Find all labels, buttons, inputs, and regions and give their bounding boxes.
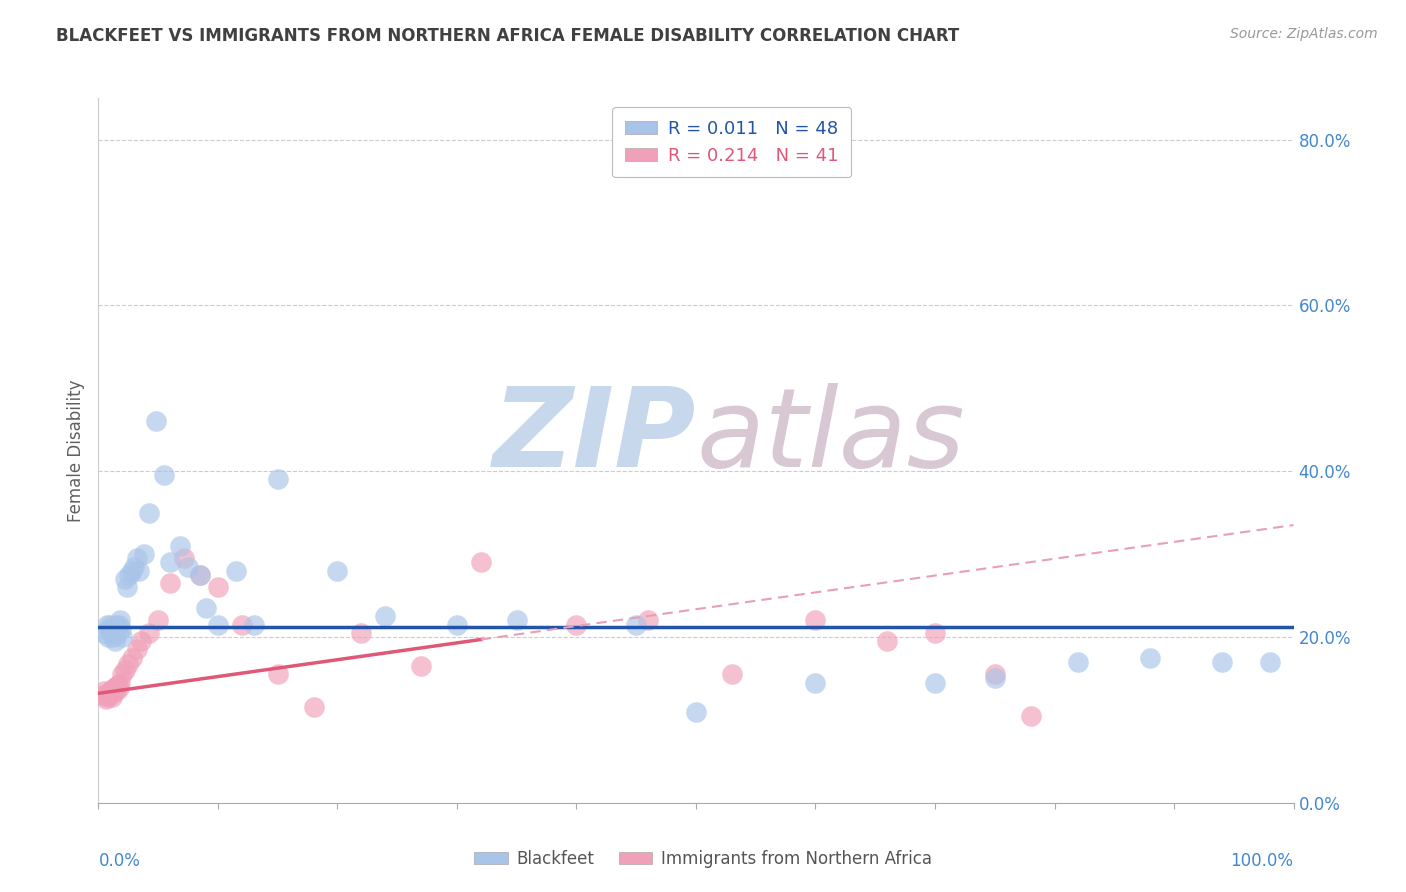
- Text: Source: ZipAtlas.com: Source: ZipAtlas.com: [1230, 27, 1378, 41]
- Point: [924, 625, 946, 640]
- Point: [96, 690, 118, 704]
- Point: [138, 506, 160, 520]
- Point: [1139, 650, 1161, 665]
- Point: [350, 625, 373, 640]
- Point: [101, 630, 124, 644]
- Point: [169, 539, 191, 553]
- Point: [114, 663, 136, 677]
- Point: [1211, 655, 1233, 669]
- Point: [685, 705, 707, 719]
- Point: [103, 681, 125, 696]
- Point: [121, 564, 143, 578]
- Point: [110, 622, 132, 636]
- Point: [103, 622, 125, 636]
- Legend: R = 0.011   N = 48, R = 0.214   N = 41: R = 0.011 N = 48, R = 0.214 N = 41: [612, 107, 852, 178]
- Point: [243, 617, 266, 632]
- Point: [148, 614, 170, 628]
- Point: [98, 622, 121, 636]
- Point: [107, 625, 129, 640]
- Point: [108, 614, 131, 628]
- Text: ZIP: ZIP: [492, 383, 696, 490]
- Point: [111, 667, 134, 681]
- Point: [124, 559, 146, 574]
- Point: [97, 686, 120, 700]
- Point: [207, 617, 229, 632]
- Point: [626, 617, 648, 632]
- Point: [804, 614, 827, 628]
- Point: [104, 680, 127, 694]
- Text: 0.0%: 0.0%: [98, 852, 141, 870]
- Text: BLACKFEET VS IMMIGRANTS FROM NORTHERN AFRICA FEMALE DISABILITY CORRELATION CHART: BLACKFEET VS IMMIGRANTS FROM NORTHERN AF…: [56, 27, 959, 45]
- Point: [98, 617, 122, 632]
- Point: [470, 555, 492, 569]
- Point: [93, 684, 115, 698]
- Point: [98, 684, 122, 698]
- Point: [128, 564, 150, 578]
- Point: [100, 690, 122, 704]
- Point: [637, 614, 659, 628]
- Point: [108, 675, 131, 690]
- Point: [374, 609, 396, 624]
- Point: [153, 468, 176, 483]
- Y-axis label: Female Disability: Female Disability: [66, 379, 84, 522]
- Point: [231, 617, 253, 632]
- Point: [131, 634, 153, 648]
- Point: [984, 672, 1007, 686]
- Point: [267, 473, 290, 487]
- Point: [94, 692, 117, 706]
- Point: [145, 414, 167, 428]
- Point: [104, 634, 127, 648]
- Point: [125, 551, 148, 566]
- Point: [876, 634, 898, 648]
- Point: [101, 685, 124, 699]
- Point: [107, 678, 129, 692]
- Point: [159, 576, 181, 591]
- Point: [98, 688, 121, 702]
- Point: [506, 614, 529, 628]
- Point: [302, 700, 325, 714]
- Point: [121, 650, 143, 665]
- Point: [267, 667, 290, 681]
- Point: [100, 625, 122, 640]
- Point: [97, 630, 120, 644]
- Point: [1067, 655, 1090, 669]
- Point: [446, 617, 468, 632]
- Point: [111, 630, 134, 644]
- Point: [924, 675, 946, 690]
- Text: atlas: atlas: [696, 383, 965, 490]
- Point: [96, 617, 118, 632]
- Point: [225, 564, 247, 578]
- Point: [114, 572, 136, 586]
- Point: [984, 667, 1007, 681]
- Point: [105, 684, 128, 698]
- Point: [115, 580, 138, 594]
- Point: [326, 564, 349, 578]
- Legend: Blackfeet, Immigrants from Northern Africa: Blackfeet, Immigrants from Northern Afri…: [468, 844, 938, 875]
- Point: [118, 567, 141, 582]
- Point: [159, 555, 181, 569]
- Point: [107, 681, 129, 696]
- Point: [132, 547, 155, 561]
- Point: [125, 642, 148, 657]
- Point: [173, 551, 195, 566]
- Point: [117, 657, 139, 671]
- Point: [93, 625, 115, 640]
- Point: [195, 601, 218, 615]
- Point: [565, 617, 588, 632]
- Point: [91, 688, 114, 702]
- Point: [107, 617, 129, 632]
- Point: [138, 625, 160, 640]
- Point: [1258, 655, 1281, 669]
- Point: [188, 567, 211, 582]
- Point: [1019, 708, 1042, 723]
- Point: [207, 580, 229, 594]
- Text: 100.0%: 100.0%: [1230, 852, 1294, 870]
- Point: [411, 659, 433, 673]
- Point: [804, 675, 827, 690]
- Point: [721, 667, 744, 681]
- Point: [105, 617, 128, 632]
- Point: [177, 559, 200, 574]
- Point: [188, 567, 211, 582]
